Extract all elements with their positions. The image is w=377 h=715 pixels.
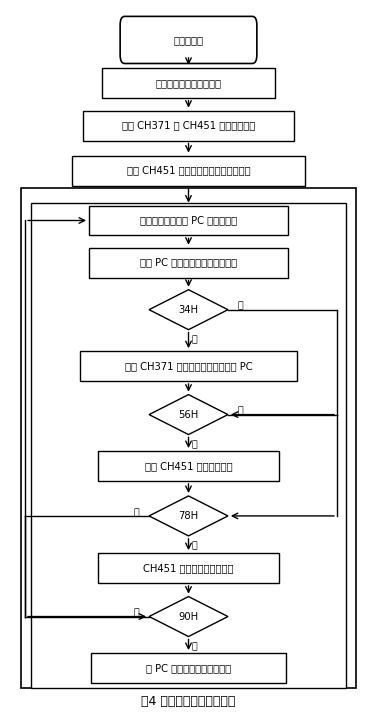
Bar	[98, 451, 279, 481]
Bar	[21, 188, 356, 688]
Bar	[91, 653, 286, 683]
Text: 将单片机恢置为默认状态: 将单片机恢置为默认状态	[155, 78, 222, 88]
Text: 开始主循环，等待 PC 机命令进行: 开始主循环，等待 PC 机命令进行	[140, 215, 237, 225]
Text: 启动 CH451 的显示驱动和键盘扫描功能: 启动 CH451 的显示驱动和键盘扫描功能	[127, 166, 250, 176]
Bar	[102, 68, 275, 98]
Text: 将由 CH371 间断读取到键値返回给 PC: 将由 CH371 间断读取到键値返回给 PC	[125, 361, 252, 371]
Text: 将 PC 发来的命令取反后返回: 将 PC 发来的命令取反后返回	[146, 663, 231, 673]
Bar	[83, 111, 294, 141]
Text: 否: 否	[134, 508, 139, 517]
Text: 是: 是	[191, 541, 197, 551]
Text: 图4 单片机控制程序流程图: 图4 单片机控制程序流程图	[141, 695, 236, 708]
FancyBboxPatch shape	[120, 16, 257, 64]
Text: 否: 否	[238, 407, 243, 415]
Bar	[80, 351, 297, 381]
Polygon shape	[149, 496, 228, 536]
Text: 是: 是	[191, 642, 197, 651]
Text: 56H: 56H	[178, 410, 199, 420]
Polygon shape	[149, 596, 228, 636]
Text: 是: 是	[191, 440, 197, 449]
Polygon shape	[149, 395, 228, 435]
Bar	[89, 205, 288, 235]
Bar	[31, 202, 346, 688]
Text: 判断 PC 机发来的数据的第一字节: 判断 PC 机发来的数据的第一字节	[140, 257, 237, 267]
Text: 是: 是	[191, 335, 197, 345]
Text: 调用 CH371 和 CH451 初始化了程序: 调用 CH371 和 CH451 初始化了程序	[122, 121, 255, 131]
Text: CH451 读取的键値直接返回: CH451 读取的键値直接返回	[143, 563, 234, 573]
Text: 开始主程序: 开始主程序	[173, 35, 204, 45]
Bar	[89, 247, 288, 277]
Text: 78H: 78H	[178, 511, 199, 521]
Text: 调用 CH451 写数据了程序: 调用 CH451 写数据了程序	[145, 461, 232, 471]
Text: 90H: 90H	[178, 611, 199, 621]
Text: 否: 否	[134, 608, 139, 618]
Bar	[98, 553, 279, 583]
Bar	[72, 156, 305, 185]
Text: 34H: 34H	[178, 305, 199, 315]
Polygon shape	[149, 290, 228, 330]
Text: 否: 否	[238, 302, 243, 310]
